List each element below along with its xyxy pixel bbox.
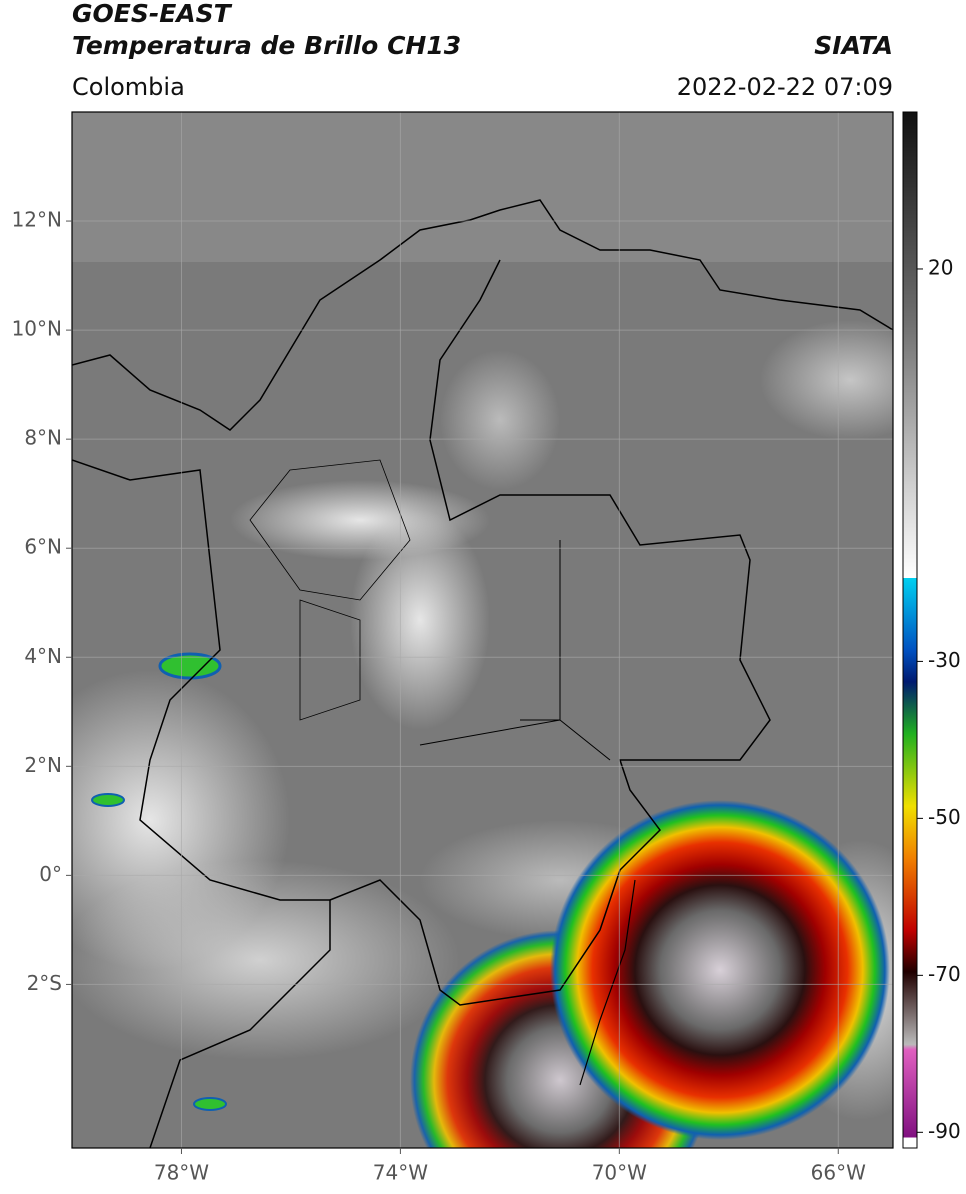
colorbar-tick-label: -50 [928,805,961,829]
y-tick-label: 12°N [12,208,62,232]
y-tick-label: 10°N [12,317,62,341]
source: SIATA [814,31,893,60]
y-tick-label: 6°N [24,535,62,559]
datetime: 2022-02-22 07:09 [677,73,893,101]
colorbar-tick-label: -30 [928,648,961,672]
colorbar-tick-label: -90 [928,1119,961,1143]
x-tick-label: 74°W [373,1161,428,1185]
map-frame [71,111,894,1149]
y-tick-label: 2°S [27,971,62,995]
y-tick-label: 2°N [24,753,62,777]
x-tick-label: 70°W [592,1161,647,1185]
region: Colombia [72,73,185,101]
colorbar-tick-label: 20 [928,255,953,279]
y-tick-label: 8°N [24,426,62,450]
y-tick-label: 0° [39,862,62,886]
colorbar-tick-label: -70 [928,962,961,986]
x-tick-label: 78°W [154,1161,209,1185]
colorbar [902,111,918,1149]
title: GOES-EAST [72,0,233,28]
y-tick-label: 4°N [24,644,62,668]
subtitle: Temperatura de Brillo CH13 [72,31,461,60]
satellite-image [72,112,893,1148]
x-tick-label: 66°W [811,1161,866,1185]
